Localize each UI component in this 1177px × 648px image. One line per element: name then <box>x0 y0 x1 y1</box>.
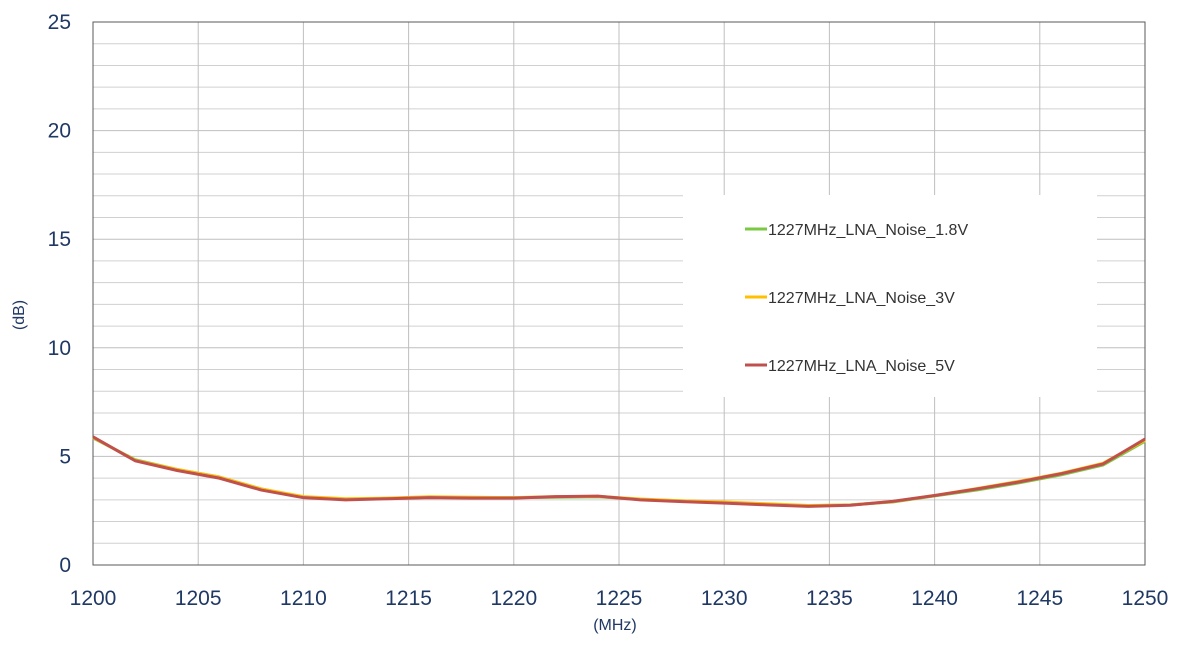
y-tick-label: 0 <box>59 554 71 577</box>
y-tick-label: 25 <box>48 11 71 34</box>
x-tick-label: 1200 <box>70 587 117 610</box>
legend-label: 1227MHz_LNA_Noise_3V <box>768 290 955 307</box>
y-axis-label: (dB) <box>11 300 28 330</box>
legend-label: 1227MHz_LNA_Noise_1.8V <box>768 222 968 239</box>
plot-border <box>92 21 1146 566</box>
y-tick-label: 5 <box>59 445 71 468</box>
x-tick-label: 1205 <box>175 587 222 610</box>
y-tick-label: 10 <box>48 337 71 360</box>
series-line <box>92 435 1146 508</box>
x-axis-label: (MHz) <box>593 617 637 634</box>
x-tick-label: 1230 <box>701 587 748 610</box>
x-tick-label: 1240 <box>911 587 958 610</box>
legend-label: 1227MHz_LNA_Noise_5V <box>768 358 955 375</box>
x-tick-label: 1220 <box>490 587 537 610</box>
y-tick-label: 20 <box>48 120 71 143</box>
x-tick-label: 1250 <box>1122 587 1169 610</box>
x-tick-label: 1225 <box>596 587 643 610</box>
x-tick-label: 1235 <box>806 587 853 610</box>
x-tick-label: 1245 <box>1016 587 1063 610</box>
x-tick-label: 1210 <box>280 587 327 610</box>
x-tick-label: 1215 <box>385 587 432 610</box>
y-tick-label: 15 <box>48 228 71 251</box>
